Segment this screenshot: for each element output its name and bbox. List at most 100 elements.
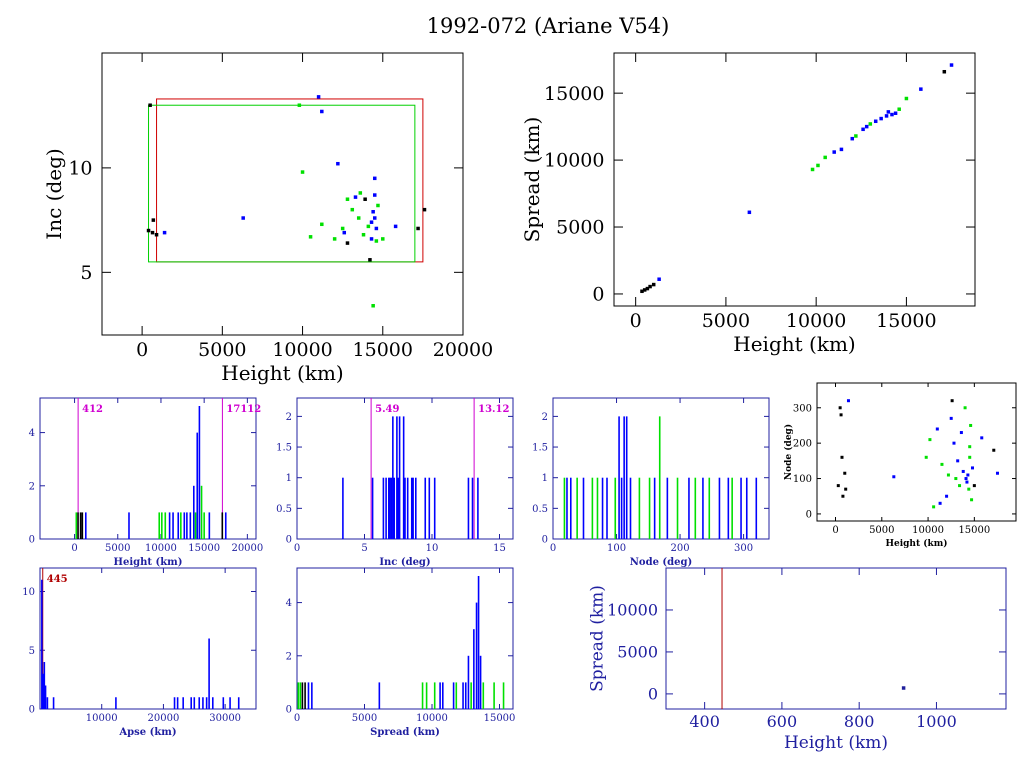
data-point <box>373 193 377 197</box>
data-point <box>942 69 947 74</box>
data-point <box>369 237 374 241</box>
chart-spread-vs-height: 0 5000 10000 15000 0 5000 10000 15000 Height (km… <box>520 52 976 356</box>
x-tick-label: 15 <box>493 543 506 554</box>
x-axis-label: Apse (km) <box>118 727 176 738</box>
data-point <box>241 216 245 220</box>
x-tick-label: 5000 <box>702 310 750 332</box>
x-tick-label: 10000 <box>786 310 846 332</box>
x-tick-label: 5 <box>361 543 367 554</box>
data-point <box>371 210 375 214</box>
data-point <box>967 487 971 491</box>
data-point <box>844 487 848 491</box>
data-point <box>422 207 427 212</box>
data-point <box>832 150 836 154</box>
data-point <box>342 230 347 235</box>
data-point <box>369 220 374 224</box>
data-point <box>886 110 891 114</box>
y-tick-label: 10000 <box>544 150 604 172</box>
plot-frame <box>296 567 514 710</box>
x-tick-label: 20000 <box>231 543 263 554</box>
data-point <box>300 170 305 174</box>
y-axis-label: Inc (deg) <box>42 148 66 239</box>
data-point <box>938 501 942 505</box>
data-point <box>316 95 321 99</box>
x-tick-label: 0 <box>630 310 642 332</box>
data-point <box>162 230 167 235</box>
data-point <box>648 284 652 289</box>
plot-frame <box>613 52 976 307</box>
data-point <box>336 161 340 166</box>
data-point <box>949 63 954 67</box>
x-tick-label: 600 <box>767 712 798 731</box>
y-tick-label: 1 <box>286 473 292 484</box>
data-point <box>904 96 909 101</box>
data-point <box>151 218 156 222</box>
x-tick-label: 10000 <box>145 543 177 554</box>
y-tick-label: 0 <box>592 284 604 306</box>
x-tick-label: 5000 <box>352 713 377 724</box>
data-point <box>642 288 647 292</box>
data-point <box>816 163 820 168</box>
page-title: 1992-072 (Ariane V54) <box>426 14 670 38</box>
data-point <box>968 445 972 449</box>
x-tick-label: 0 <box>550 543 556 554</box>
data-point <box>950 399 954 403</box>
chart-node-vs-height: 0 5000 10000 15000 0 100 200 300 Height (km) Node… <box>783 382 1017 549</box>
data-point <box>861 127 865 132</box>
data-point <box>949 416 953 420</box>
data-point <box>932 505 936 509</box>
data-point <box>958 484 962 488</box>
x-tick-label: 0 <box>832 525 838 536</box>
y-tick-label: 0.5 <box>276 504 292 515</box>
data-point <box>366 224 371 229</box>
y-tick-label: 4 <box>29 428 35 439</box>
chart-hist-node: 0 100 200 300 0 0.5 1 1.5 2 Node (deg) <box>532 397 770 568</box>
x-tick-label: 10000 <box>912 525 944 536</box>
data-point <box>356 216 361 220</box>
data-point <box>148 103 152 107</box>
x-tick-label: 20000 <box>148 713 180 724</box>
data-point <box>381 237 385 241</box>
data-point <box>919 87 923 91</box>
data-point <box>954 477 958 481</box>
y-tick-label: 0 <box>648 684 658 703</box>
x-axis-label: Height (km) <box>885 538 947 549</box>
plot-frame <box>816 382 1017 522</box>
y-tick-label: 10 <box>68 158 92 180</box>
data-point <box>345 241 350 245</box>
x-tick-label: 0 <box>294 713 300 724</box>
data-point <box>879 116 883 121</box>
x-tick-label: 15000 <box>484 713 516 724</box>
x-tick-label: 0 <box>136 339 148 361</box>
data-point <box>823 155 827 160</box>
data-point <box>890 112 894 117</box>
y-axis-label: Node (deg) <box>783 424 794 480</box>
data-point <box>884 114 889 118</box>
x-tick-label: 100 <box>607 543 626 554</box>
marker-label: 445 <box>47 574 68 585</box>
marker-label: 17112 <box>226 404 261 415</box>
data-point <box>901 686 906 690</box>
y-tick-label: 0 <box>29 705 35 716</box>
plot-frame <box>665 567 1007 710</box>
data-point <box>968 455 972 459</box>
y-tick-label: 0 <box>542 535 548 546</box>
data-point <box>838 406 842 410</box>
y-tick-label: 1 <box>542 473 548 484</box>
x-tick-label: 200 <box>671 543 690 554</box>
data-point <box>850 136 855 141</box>
data-point <box>897 107 901 111</box>
data-point <box>345 197 350 201</box>
y-tick-label: 10 <box>22 587 35 598</box>
x-tick-label: 20000 <box>433 339 493 361</box>
y-tick-label: 0.5 <box>532 504 548 515</box>
data-point <box>154 232 159 237</box>
x-tick-label: 10000 <box>416 713 448 724</box>
x-axis-label: Inc (deg) <box>379 557 430 568</box>
y-tick-label: 2 <box>286 651 292 662</box>
y-axis-label: Spread (km) <box>520 117 544 243</box>
data-point <box>935 427 939 431</box>
data-point <box>840 455 844 459</box>
y-tick-label: 0 <box>806 509 812 520</box>
